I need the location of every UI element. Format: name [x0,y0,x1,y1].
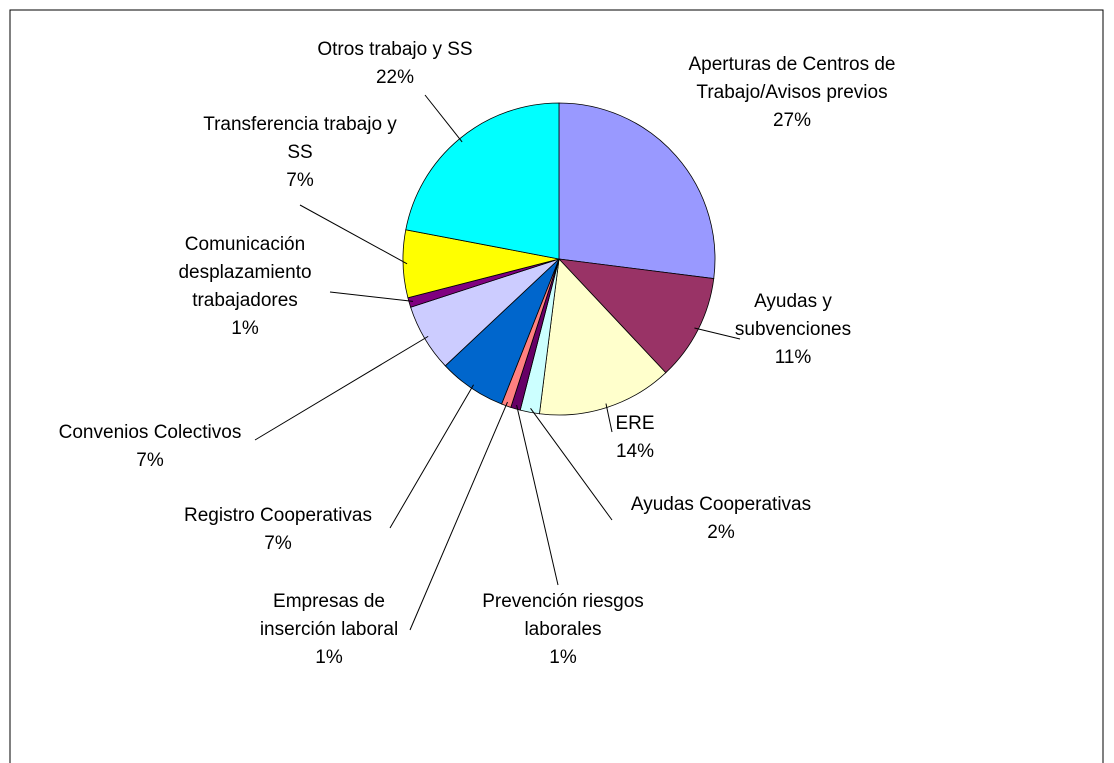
leader-line [389,384,474,529]
category-label: Comunicación desplazamiento trabajadores [178,234,312,311]
category-label: Prevención riesgos laborales [482,591,644,640]
value-label: 22% [375,67,415,88]
leader-line [530,408,613,521]
category-label: Empresas de inserción laboral [259,591,399,640]
leader-line [299,204,408,265]
leader-line [254,335,429,441]
value-label: 1% [315,647,343,668]
slice-label: Transferencia trabajo y SS 7% [190,111,410,195]
leader-line [516,404,559,586]
category-label: Aperturas de Centros de Trabajo/Avisos p… [688,54,896,103]
category-label: Transferencia trabajo y SS [203,114,397,163]
leader-line [409,401,508,631]
slice-label: ERE 14% [595,410,675,466]
value-label: 7% [136,450,164,471]
value-label: 1% [231,318,259,339]
value-label: 11% [774,347,812,368]
slice-label: Convenios Colectivos 7% [35,419,265,475]
leader-line [424,94,463,143]
slice-label: Registro Cooperativas 7% [163,502,393,558]
pie-slice [558,102,716,279]
pie-slice [557,258,715,374]
slice-label: Prevención riesgos laborales 1% [463,588,663,672]
value-label: 27% [772,110,812,131]
slice-label: Empresas de inserción laboral 1% [247,588,412,672]
value-label: 7% [264,533,292,554]
category-label: ERE [615,413,655,434]
leader-line [329,291,414,302]
value-label: 2% [707,522,735,543]
category-label: Convenios Colectivos [58,422,242,443]
leader-line [694,327,741,340]
slice-label: Ayudas Cooperativas 2% [601,491,841,547]
category-label: Otros trabajo y SS [317,39,473,60]
value-label: 14% [615,441,655,462]
category-label: Ayudas Cooperativas [630,494,812,515]
slice-label: Aperturas de Centros de Trabajo/Avisos p… [685,51,900,135]
leader-line [605,403,613,433]
category-label: Registro Cooperativas [184,505,372,526]
value-label: 7% [286,170,314,191]
slice-label: Comunicación desplazamiento trabajadores… [168,231,323,343]
slice-label: Ayudas y subvenciones 11% [728,288,858,372]
value-label: 1% [549,647,577,668]
category-label: Ayudas y subvenciones [734,291,852,340]
slice-label: Otros trabajo y SS 22% [295,36,495,92]
